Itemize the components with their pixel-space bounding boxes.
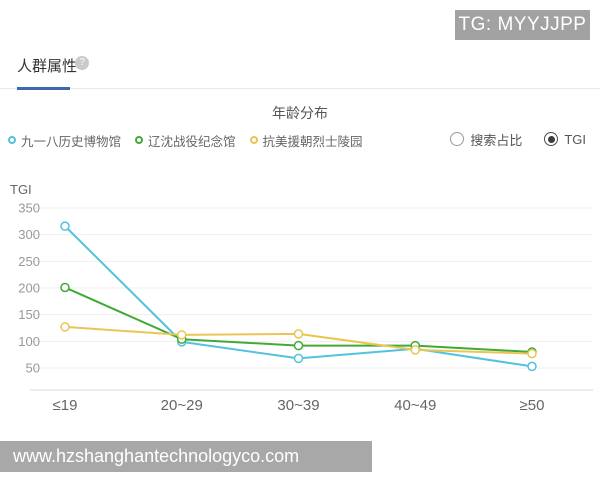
chart-legend: 九一八历史博物馆 辽沈战役纪念馆 抗美援朝烈士陵园 <box>8 131 363 149</box>
active-tab-underline <box>17 87 70 90</box>
series-marker-icon <box>8 136 16 144</box>
legend-item-liaoshen-memorial[interactable]: 辽沈战役纪念馆 <box>135 131 236 150</box>
radio-label: 搜索占比 <box>470 132 523 148</box>
radio-label: TGI <box>564 131 586 147</box>
series-marker-icon <box>249 136 258 144</box>
legend-item-museum-918[interactable]: 九一八历史博物馆 <box>8 131 121 150</box>
svg-text:40~49: 40~49 <box>394 397 436 414</box>
legend-label: 九一八历史博物馆 <box>21 134 122 149</box>
tg-watermark-badge: TG: MYYJJPP <box>455 10 590 40</box>
svg-text:250: 250 <box>18 254 40 269</box>
legend-label: 辽沈战役纪念馆 <box>148 134 236 149</box>
radio-search-share[interactable]: 搜索占比 <box>450 130 522 149</box>
svg-text:200: 200 <box>18 281 40 296</box>
radio-tgi[interactable]: TGI <box>544 132 586 147</box>
age-chart-svg: 350 300 250 200 150 100 50 TGI ≤19 20~29 30~39 40~4… <box>10 182 593 414</box>
svg-text:≥50: ≥50 <box>520 397 545 414</box>
svg-text:20~29: 20~29 <box>161 397 203 414</box>
svg-text:≤19: ≤19 <box>53 397 78 414</box>
section-header: 人群属性 ? <box>0 50 600 90</box>
svg-text:30~39: 30~39 <box>277 397 319 414</box>
help-icon[interactable]: ? <box>75 56 89 70</box>
radio-icon <box>544 132 559 146</box>
legend-item-martyrs-cemetery[interactable]: 抗美援朝烈士陵园 <box>249 131 363 150</box>
section-title: 人群属性 <box>17 58 78 75</box>
site-watermark: www.hzshanghantechnologyco.com <box>0 441 372 472</box>
svg-text:50: 50 <box>26 361 40 376</box>
svg-text:300: 300 <box>18 227 40 242</box>
age-distribution-chart: 350 300 250 200 150 100 50 TGI ≤19 20~29 30~39 40~4… <box>0 180 600 420</box>
chart-title: 年龄分布 <box>272 105 328 121</box>
metric-radio-group: 搜索占比 TGI <box>450 130 586 148</box>
svg-text:150: 150 <box>18 307 40 322</box>
legend-label: 抗美援朝烈士陵园 <box>262 134 363 149</box>
svg-text:100: 100 <box>18 334 40 349</box>
series-marker-icon <box>135 136 144 144</box>
radio-icon <box>450 132 465 146</box>
svg-text:350: 350 <box>18 201 40 216</box>
svg-text:TGI: TGI <box>10 182 32 197</box>
